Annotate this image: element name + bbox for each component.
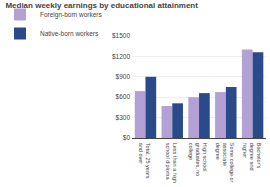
svg-text:$1500: $1500 [112, 32, 130, 39]
svg-text:Total, 25 yearsand over: Total, 25 yearsand over [138, 143, 151, 179]
svg-text:$300: $300 [116, 114, 131, 121]
svg-text:Native-born workers: Native-born workers [40, 30, 99, 37]
svg-text:Some college orassociatedegree: Some college orassociatedegree [215, 143, 235, 183]
svg-text:$0: $0 [123, 134, 131, 141]
svg-text:$1200: $1200 [112, 53, 130, 60]
svg-text:Less than a highschool diploma: Less than a highschool diploma [165, 143, 178, 183]
svg-text:Foreign-born workers: Foreign-born workers [40, 11, 103, 19]
svg-text:High schoolgraduates, nocolleg: High schoolgraduates, nocollege [188, 143, 208, 177]
svg-text:$900: $900 [116, 73, 131, 80]
svg-text:Bachelor'sdegree andhigher: Bachelor'sdegree andhigher [242, 143, 262, 171]
svg-text:Median weekly earnings by educ: Median weekly earnings by educational at… [5, 1, 198, 10]
svg-text:$600: $600 [116, 93, 131, 100]
